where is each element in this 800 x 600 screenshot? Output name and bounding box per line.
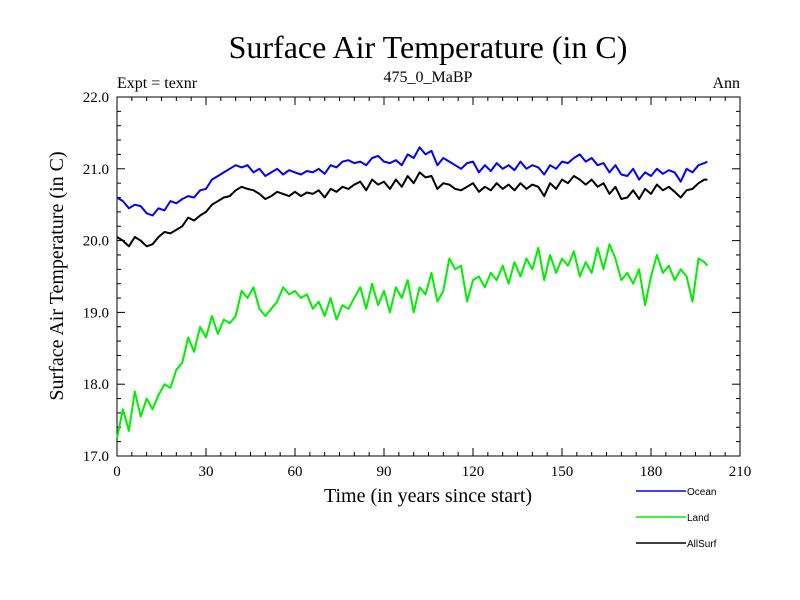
x-tick-label: 180 [640, 464, 663, 480]
legend-label-land: Land [687, 513, 709, 524]
plot-frame [116, 96, 741, 457]
series-line-allsurf [116, 171, 708, 248]
y-tick-label: 18.0 [83, 377, 109, 393]
x-axis-label: Time (in years since start) [324, 485, 532, 507]
x-tick-label: 90 [377, 464, 392, 480]
y-tick-label: 20.0 [83, 234, 109, 250]
x-tick-label: 0 [113, 464, 121, 480]
x-tick-label: 60 [288, 464, 303, 480]
y-tick-label: 21.0 [83, 162, 109, 178]
y-tick-label: 22.0 [83, 90, 109, 106]
x-tick-label: 120 [462, 464, 485, 480]
y-tick-label: 19.0 [83, 305, 109, 321]
chart-subtitle-right: Ann [712, 75, 740, 92]
chart-title: Surface Air Temperature (in C) [229, 29, 628, 65]
chart-subtitle-center: 475_0_MaBP [384, 69, 473, 86]
x-axis: 0 30 60 90 120 150 180 210 [113, 97, 751, 480]
x-tick-label: 30 [199, 464, 214, 480]
series-line-ocean [116, 146, 708, 217]
series-group [116, 146, 709, 439]
x-tick-label: 150 [551, 464, 574, 480]
legend-label-allsurf: AllSurf [687, 539, 717, 550]
y-tick-label: 17.0 [83, 449, 109, 465]
y-axis-label: Surface Air Temperature (in C) [46, 151, 68, 400]
x-tick-label: 210 [729, 464, 752, 480]
y-axis: 17.0 18.0 19.0 20.0 21.0 22.0 [83, 90, 740, 465]
chart-subtitle-left: Expt = texnr [117, 75, 198, 92]
series-line-land [116, 243, 709, 439]
legend: Ocean Land AllSurf [636, 487, 717, 550]
legend-label-ocean: Ocean [687, 487, 716, 498]
